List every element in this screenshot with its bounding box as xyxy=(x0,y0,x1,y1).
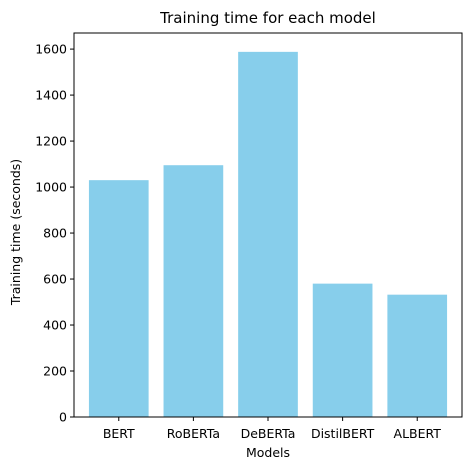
bar-albert xyxy=(387,294,448,417)
y-tick-label: 200 xyxy=(43,364,67,379)
y-tick-label: 600 xyxy=(43,272,67,287)
x-axis-ticks: BERT RoBERTa DeBERTa DistilBERT ALBERT xyxy=(103,417,441,441)
bar-distilbert xyxy=(312,283,373,417)
y-tick-label: 1000 xyxy=(35,180,67,195)
bar-bert xyxy=(88,180,149,417)
plot-frame xyxy=(73,32,463,418)
y-tick-label: 1600 xyxy=(35,42,67,57)
y-tick-label: 400 xyxy=(43,318,67,333)
y-axis-label: Training time (seconds) xyxy=(8,159,23,306)
x-tick-label: DistilBERT xyxy=(311,426,375,441)
x-axis-label: Models xyxy=(246,445,290,460)
y-tick-label: 0 xyxy=(59,410,67,425)
y-tick-label: 1200 xyxy=(35,134,67,149)
y-tick-label: 800 xyxy=(43,226,67,241)
x-tick-label: DeBERTa xyxy=(241,426,296,441)
bars-group xyxy=(88,51,448,417)
x-tick-label: RoBERTa xyxy=(167,426,220,441)
chart-title: Training time for each model xyxy=(159,9,376,27)
bar-roberta xyxy=(163,165,224,417)
y-axis-ticks: 0 200 400 600 800 1000 1200 1400 1600 xyxy=(35,42,74,425)
bar-deberta xyxy=(238,51,298,417)
y-tick-label: 1400 xyxy=(35,88,67,103)
x-tick-label: ALBERT xyxy=(394,426,442,441)
x-tick-label: BERT xyxy=(103,426,135,441)
